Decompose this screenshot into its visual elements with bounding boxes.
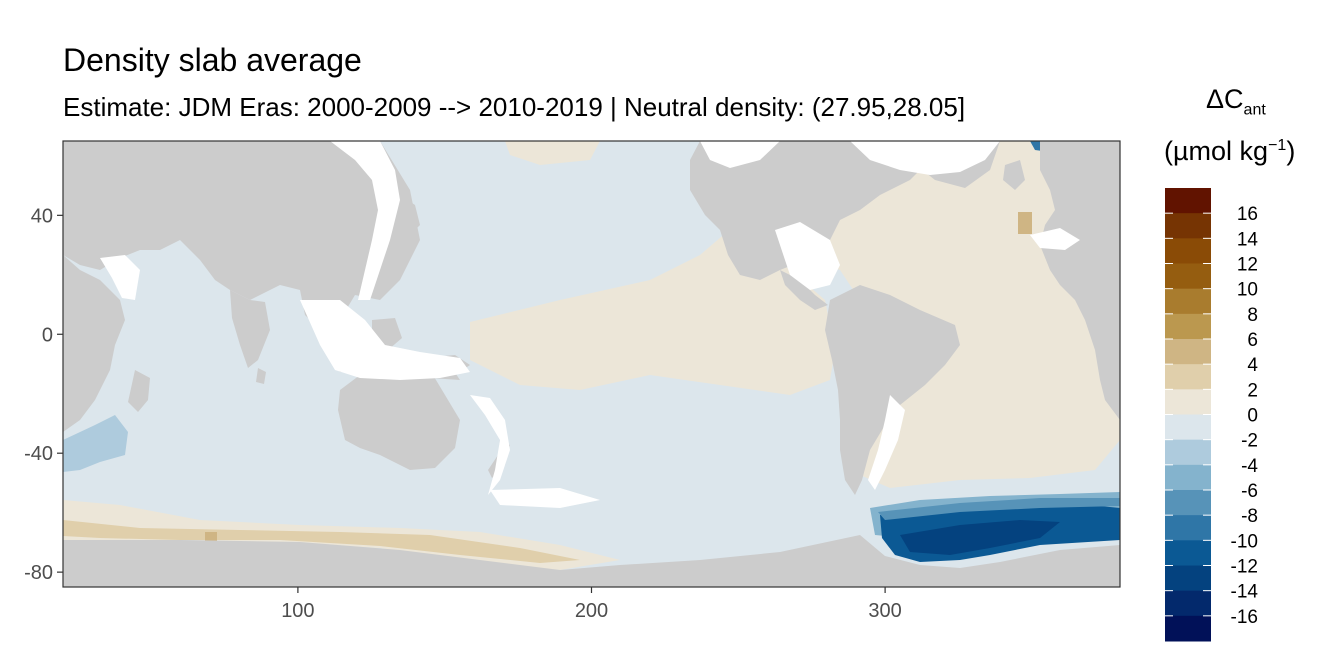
legend-label: 6 xyxy=(1247,330,1258,351)
legend-color-swatch xyxy=(1165,490,1211,516)
legend-color-swatch xyxy=(1165,590,1211,617)
land-sri-lanka xyxy=(256,368,266,384)
x-tick-label: 300 xyxy=(868,600,901,622)
legend-label: -16 xyxy=(1231,607,1258,628)
legend-title-unit: (µmol kg−1) xyxy=(1164,136,1296,166)
chart-title: Density slab average xyxy=(63,42,362,78)
land-antarctica xyxy=(63,535,1120,587)
legend-labels: 16 14 12 10 8 6 4 2 0 -2 -4 -6 -8 -10 -12 -14 -16 xyxy=(1231,204,1259,628)
no-data-arctic-canada xyxy=(700,141,780,168)
legend-label: 12 xyxy=(1237,255,1258,276)
legend-color-swatch xyxy=(1165,615,1211,642)
legend-color-swatch xyxy=(1165,263,1211,290)
no-data-southern-ocean-shelf xyxy=(490,488,600,508)
land-india xyxy=(230,290,270,368)
legend-label: 2 xyxy=(1247,380,1258,401)
no-data-maritime-continent xyxy=(300,300,470,380)
land-europe-africa xyxy=(1040,141,1120,420)
legend-title-symbol: ΔCant xyxy=(1206,84,1266,119)
legend-colorbar xyxy=(1165,188,1211,642)
chart-subtitle: Estimate: JDM Eras: 2000-2009 --> 2010-2… xyxy=(63,92,966,122)
y-tick-label: 0 xyxy=(42,324,53,346)
weddell-edge-region xyxy=(878,498,1120,520)
no-data-south-america-coast xyxy=(868,395,905,490)
mozambique-negative-patch xyxy=(63,415,128,472)
legend-color-swatch xyxy=(1165,339,1211,365)
y-tick-label: -80 xyxy=(24,562,53,584)
legend-color-swatch xyxy=(1165,414,1211,441)
legend-label: -6 xyxy=(1241,481,1258,502)
legend-label: 16 xyxy=(1237,204,1258,225)
land-layer xyxy=(63,141,1120,587)
land-central-america xyxy=(780,270,828,310)
legend-color-swatch xyxy=(1165,389,1211,415)
land-japan xyxy=(400,195,420,235)
legend-label: 8 xyxy=(1247,305,1258,326)
legend-label: 14 xyxy=(1237,229,1259,250)
legend-label: -2 xyxy=(1241,431,1258,452)
legend-label: -10 xyxy=(1231,531,1258,552)
legend-color-swatch xyxy=(1165,515,1211,541)
no-data-australia-south xyxy=(470,395,510,495)
legend-color-swatch xyxy=(1165,313,1211,340)
no-data-north-atlantic xyxy=(850,141,1000,175)
legend-label: 4 xyxy=(1247,355,1258,376)
legend-color-swatch xyxy=(1165,288,1211,315)
land-eurasia-west xyxy=(63,141,420,320)
no-data-africa-east-coast xyxy=(100,255,140,300)
legend-label: 0 xyxy=(1247,406,1258,427)
x-tick-label: 200 xyxy=(575,600,608,622)
land-australia xyxy=(338,370,460,470)
y-tick-label: 40 xyxy=(31,205,53,227)
no-data-layer xyxy=(100,141,1080,508)
no-data-mediterranean xyxy=(1030,228,1080,250)
no-data-caribbean xyxy=(775,222,840,290)
mediterranean-warm-patch xyxy=(1018,212,1032,234)
weddell-core-region xyxy=(900,520,1060,555)
legend-color-swatch xyxy=(1165,238,1211,264)
legend-label: -14 xyxy=(1231,582,1259,603)
legend-color-swatch xyxy=(1165,188,1211,214)
land-madagascar xyxy=(128,370,150,412)
x-axis: 100 200 300 xyxy=(281,587,902,622)
ross-sea-warm-patch xyxy=(205,532,217,542)
legend-color-swatch xyxy=(1165,464,1211,491)
legend-label: -8 xyxy=(1241,506,1258,527)
land-south-america xyxy=(825,285,960,495)
y-axis: 40 0 -40 -80 xyxy=(24,205,63,584)
legend-label: 10 xyxy=(1237,280,1258,301)
legend-label: -4 xyxy=(1241,456,1258,477)
legend-color-swatch xyxy=(1165,565,1211,592)
legend-label: -12 xyxy=(1231,557,1258,578)
x-tick-label: 100 xyxy=(281,600,314,622)
y-tick-label: -40 xyxy=(24,443,53,465)
legend-color-swatch xyxy=(1165,439,1211,466)
legend-color-swatch xyxy=(1165,213,1211,239)
land-north-america xyxy=(690,141,930,280)
legend-color-swatch xyxy=(1165,540,1211,566)
no-data-east-asia-coast xyxy=(330,141,400,300)
legend-color-swatch xyxy=(1165,364,1211,390)
land-british-isles xyxy=(1003,160,1025,190)
southern-ocean-warm-band xyxy=(63,520,580,563)
north-pacific-positive-patch xyxy=(505,141,600,165)
land-africa-east xyxy=(63,255,125,432)
